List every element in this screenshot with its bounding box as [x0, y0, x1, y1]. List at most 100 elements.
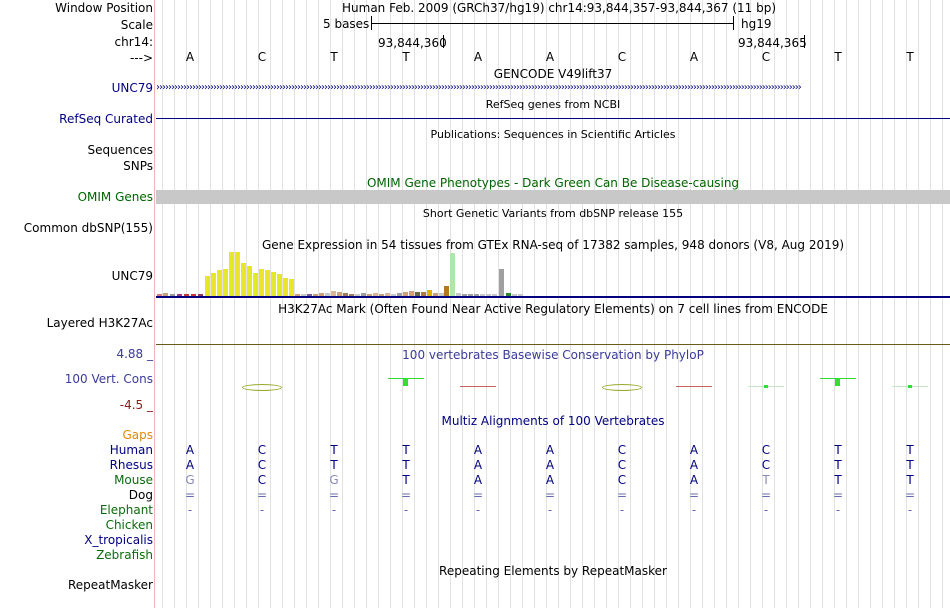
- conservation-bar[interactable]: [403, 379, 408, 386]
- conservation-line[interactable]: [460, 386, 496, 387]
- repeatmasker-track-title[interactable]: Repeating Elements by RepeatMasker: [439, 564, 667, 578]
- gtex-track-title[interactable]: Gene Expression in 54 tissues from GTEx …: [261, 238, 845, 252]
- species-x-tropicalis-label[interactable]: X_tropicalis: [84, 533, 153, 547]
- gtex-tissue-bar[interactable]: [480, 294, 485, 296]
- gtex-tissue-bar[interactable]: [205, 276, 210, 296]
- gtex-tissue-bar[interactable]: [474, 294, 479, 296]
- gtex-tissue-bar[interactable]: [444, 286, 449, 296]
- gtex-tissue-bar[interactable]: [409, 291, 414, 296]
- unc79-gene-feature[interactable]: ››››››››››››››››››››››››››››››››››››››››…: [156, 82, 802, 93]
- gtex-tissue-bar[interactable]: [271, 272, 276, 296]
- gtex-tissue-bar[interactable]: [253, 273, 258, 296]
- gtex-tissue-bar[interactable]: [367, 294, 372, 296]
- gtex-tissue-bar[interactable]: [283, 278, 288, 296]
- gtex-tissue-bar[interactable]: [331, 291, 336, 296]
- conservation-bar[interactable]: [908, 385, 912, 388]
- gtex-tissue-bar[interactable]: [217, 270, 222, 296]
- gtex-tissue-bar[interactable]: [391, 294, 396, 296]
- gtex-tissue-bar[interactable]: [170, 294, 175, 296]
- gtex-tissue-bar[interactable]: [439, 293, 444, 296]
- dbsnp-track-title[interactable]: Short Genetic Variants from dbSNP releas…: [422, 207, 684, 220]
- dbsnp-label[interactable]: Common dbSNP(155): [23, 221, 153, 235]
- gtex-tissue-bar[interactable]: [468, 294, 473, 296]
- refseq-curated-label[interactable]: RefSeq Curated: [59, 112, 153, 126]
- species-elephant-label[interactable]: Elephant: [99, 503, 153, 517]
- h3k27ac-label[interactable]: Layered H3K27Ac: [46, 316, 153, 330]
- gtex-tissue-bar[interactable]: [289, 279, 294, 296]
- gtex-tissue-bar[interactable]: [499, 269, 504, 296]
- omim-track-title[interactable]: OMIM Gene Phenotypes - Dark Green Can Be…: [366, 176, 740, 190]
- gtex-tissue-bar[interactable]: [456, 293, 461, 296]
- conservation-mark[interactable]: [242, 384, 282, 391]
- omim-genes-label[interactable]: OMIM Genes: [77, 190, 153, 204]
- gtex-tissue-bar[interactable]: [397, 293, 402, 296]
- gaps-label[interactable]: Gaps: [122, 428, 153, 442]
- species-human-label[interactable]: Human: [109, 443, 153, 457]
- gtex-tissue-bar[interactable]: [301, 294, 306, 296]
- gtex-tissue-bar[interactable]: [223, 269, 228, 296]
- conservation-line[interactable]: [676, 386, 712, 387]
- gtex-tissue-bar[interactable]: [211, 273, 216, 296]
- gtex-tissue-bar[interactable]: [259, 269, 264, 296]
- phylop-track-title[interactable]: 100 vertebrates Basewise Conservation by…: [402, 348, 704, 362]
- conservation-label[interactable]: 100 Vert. Cons: [64, 372, 153, 386]
- gtex-tissue-bar[interactable]: [506, 293, 511, 296]
- gtex-tissue-bar[interactable]: [198, 294, 203, 296]
- gtex-tissue-bar[interactable]: [241, 263, 246, 296]
- species-chicken-label[interactable]: Chicken: [105, 518, 153, 532]
- gtex-tissue-bar[interactable]: [265, 270, 270, 296]
- gtex-tissue-bar[interactable]: [247, 266, 252, 296]
- gtex-tissue-bar[interactable]: [492, 294, 497, 296]
- gtex-tissue-bar[interactable]: [307, 294, 312, 296]
- gtex-tissue-bar[interactable]: [277, 274, 282, 296]
- gtex-tissue-bar[interactable]: [229, 252, 234, 296]
- gtex-tissue-bar[interactable]: [421, 292, 426, 296]
- gtex-tissue-bar[interactable]: [349, 294, 354, 296]
- gtex-tissue-bar[interactable]: [415, 292, 420, 296]
- gtex-tissue-bar[interactable]: [295, 294, 300, 296]
- gtex-tissue-bar[interactable]: [385, 293, 390, 296]
- unc79-gene-label[interactable]: UNC79: [111, 81, 153, 95]
- refseq-track-title[interactable]: RefSeq genes from NCBI: [485, 98, 621, 111]
- gtex-tissue-bar[interactable]: [355, 294, 360, 296]
- gtex-tissue-bar[interactable]: [512, 294, 517, 296]
- gtex-tissue-bar[interactable]: [403, 292, 408, 296]
- gtex-tissue-bar[interactable]: [373, 293, 378, 296]
- omim-gene-bar[interactable]: [156, 190, 950, 204]
- snps-label[interactable]: SNPs: [123, 159, 153, 173]
- gtex-tissue-bar[interactable]: [313, 294, 318, 296]
- gtex-tissue-bar[interactable]: [450, 253, 455, 296]
- refseq-gene-line[interactable]: [156, 118, 950, 119]
- gtex-tissue-bar[interactable]: [462, 294, 467, 296]
- conservation-mark[interactable]: [602, 384, 642, 391]
- gtex-tissue-bar[interactable]: [337, 292, 342, 296]
- h3k27ac-track-title[interactable]: H3K27Ac Mark (Often Found Near Active Re…: [278, 302, 828, 316]
- gtex-tissue-bar[interactable]: [486, 294, 491, 296]
- gtex-tissue-bar[interactable]: [191, 294, 196, 296]
- gtex-tissue-bar[interactable]: [184, 294, 189, 296]
- gtex-tissue-bar[interactable]: [427, 290, 432, 296]
- species-dog-label[interactable]: Dog: [128, 488, 153, 502]
- gtex-tissue-bar[interactable]: [433, 293, 438, 296]
- publications-track-title[interactable]: Publications: Sequences in Scientific Ar…: [430, 128, 676, 141]
- gtex-tissue-bar[interactable]: [163, 293, 168, 296]
- conservation-bar[interactable]: [764, 385, 768, 388]
- gtex-tissue-bar[interactable]: [325, 293, 330, 296]
- gtex-tissue-bar[interactable]: [157, 294, 162, 296]
- gtex-tissue-bar[interactable]: [518, 294, 523, 296]
- conservation-bar[interactable]: [835, 379, 840, 386]
- gencode-track-title[interactable]: GENCODE V49lift37: [493, 67, 613, 81]
- repeatmasker-label[interactable]: RepeatMasker: [67, 578, 153, 592]
- multiz-track-title[interactable]: Multiz Alignments of 100 Vertebrates: [441, 414, 665, 428]
- gtex-gene-label[interactable]: UNC79: [111, 269, 153, 283]
- gtex-tissue-bar[interactable]: [235, 252, 240, 296]
- species-zebrafish-label[interactable]: Zebrafish: [96, 548, 153, 562]
- gtex-tissue-bar[interactable]: [319, 293, 324, 296]
- species-mouse-label[interactable]: Mouse: [114, 473, 153, 487]
- gtex-tissue-bar[interactable]: [361, 293, 366, 296]
- species-rhesus-label[interactable]: Rhesus: [109, 458, 153, 472]
- gtex-tissue-bar[interactable]: [343, 293, 348, 296]
- gtex-tissue-bar[interactable]: [177, 294, 182, 296]
- sequences-label[interactable]: Sequences: [87, 143, 153, 157]
- gtex-tissue-bar[interactable]: [379, 294, 384, 296]
